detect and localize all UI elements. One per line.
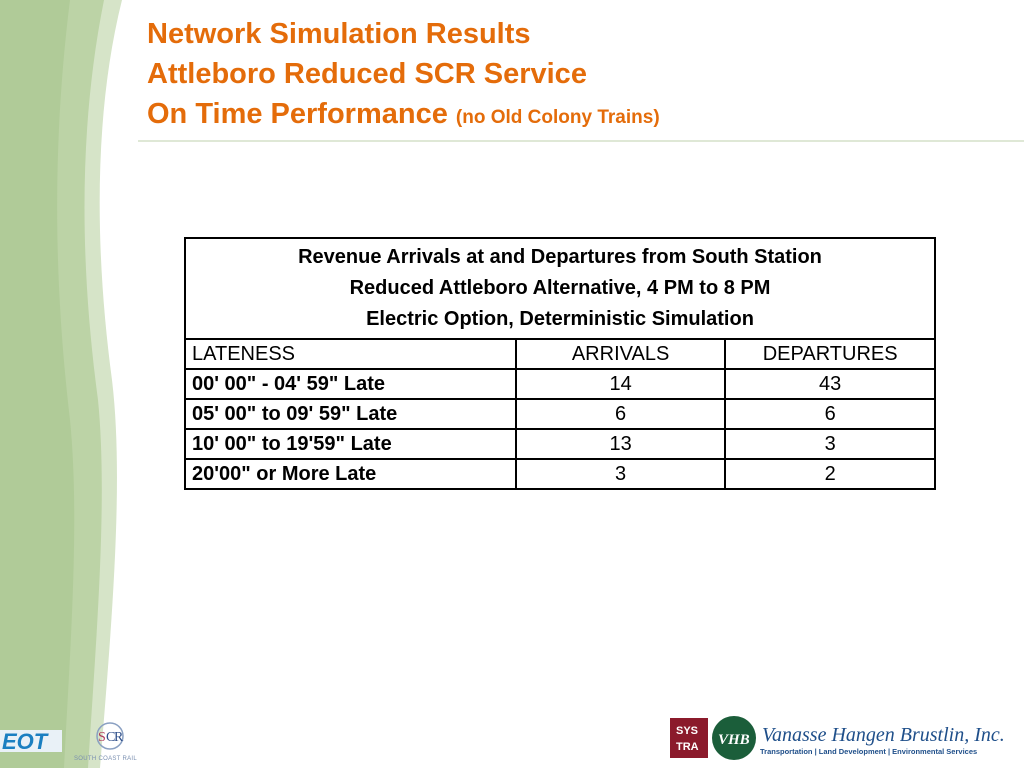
svg-text:R: R [114, 730, 124, 745]
lateness-cell: 20'00" or More Late [184, 458, 517, 490]
lateness-cell: 00' 00" - 04' 59" Late [184, 368, 517, 400]
vhb-logo-mark [712, 716, 756, 760]
footer-left-logos: EOT S C R SOUTH COAST RAIL [0, 718, 170, 768]
eot-logo: EOT S C R [0, 722, 124, 754]
arrivals-cell: 14 [514, 368, 727, 400]
vhb-logo-text: VHB [718, 732, 750, 748]
svg-text:TRA: TRA [676, 741, 699, 753]
arrivals-cell: 13 [514, 428, 727, 460]
lateness-cell: 10' 00" to 19'59" Late [184, 428, 517, 460]
scr-logo: S C R [96, 722, 124, 750]
table-row: 20'00" or More Late 3 2 [184, 458, 936, 490]
header-arrivals: ARRIVALS [514, 338, 727, 370]
table-header-row: LATENESS ARRIVALS DEPARTURES [184, 338, 936, 370]
table-row: 00' 00" - 04' 59" Late 14 43 [184, 368, 936, 400]
departures-cell: 43 [724, 368, 936, 400]
table-caption: Revenue Arrivals at and Departures from … [184, 237, 936, 340]
header-departures: DEPARTURES [724, 338, 936, 370]
caption-line-2: Reduced Attleboro Alternative, 4 PM to 8… [349, 277, 771, 299]
vhb-tagline: Transportation | Land Development | Envi… [760, 747, 978, 756]
departures-cell: 6 [724, 398, 936, 430]
svg-text:S: S [98, 730, 106, 745]
slide-title: Network Simulation Results Attleboro Red… [147, 14, 1017, 138]
title-line-3: On Time Performance (no Old Colony Train… [147, 94, 1017, 138]
table-caption-row: Revenue Arrivals at and Departures from … [184, 237, 936, 340]
results-table: Revenue Arrivals at and Departures from … [184, 237, 936, 490]
title-line-1: Network Simulation Results [147, 18, 531, 50]
svg-text:SYS: SYS [676, 725, 698, 737]
caption-line-3: Electric Option, Deterministic Simulatio… [366, 308, 754, 330]
partner-logo-marks: SYS TRA VHB [670, 716, 756, 760]
scr-tagline: SOUTH COAST RAIL [74, 756, 138, 762]
departures-cell: 3 [724, 428, 936, 460]
departures-cell: 2 [724, 458, 936, 490]
title-line-3-main: On Time Performance [147, 98, 448, 130]
arrivals-cell: 6 [514, 398, 727, 430]
header-lateness: LATENESS [184, 338, 517, 370]
table-row: 05' 00" to 09' 59" Late 6 6 [184, 398, 936, 430]
footer-right-logos: SYS TRA VHB Vanasse Hangen Brustlin, Inc… [668, 714, 1024, 764]
svg-text:C: C [106, 730, 115, 745]
vhb-company-name: Vanasse Hangen Brustlin, Inc. [762, 724, 1005, 746]
caption-line-1: Revenue Arrivals at and Departures from … [298, 246, 822, 268]
title-line-3-suffix: (no Old Colony Trains) [455, 107, 660, 128]
title-divider [138, 140, 1024, 142]
table-row: 10' 00" to 19'59" Late 13 3 [184, 428, 936, 460]
left-decorative-band [0, 0, 122, 768]
eot-logo-text: EOT [2, 729, 49, 754]
title-line-2: Attleboro Reduced SCR Service [147, 58, 587, 90]
lateness-cell: 05' 00" to 09' 59" Late [184, 398, 517, 430]
systra-logo [670, 718, 708, 758]
arrivals-cell: 3 [514, 458, 727, 490]
